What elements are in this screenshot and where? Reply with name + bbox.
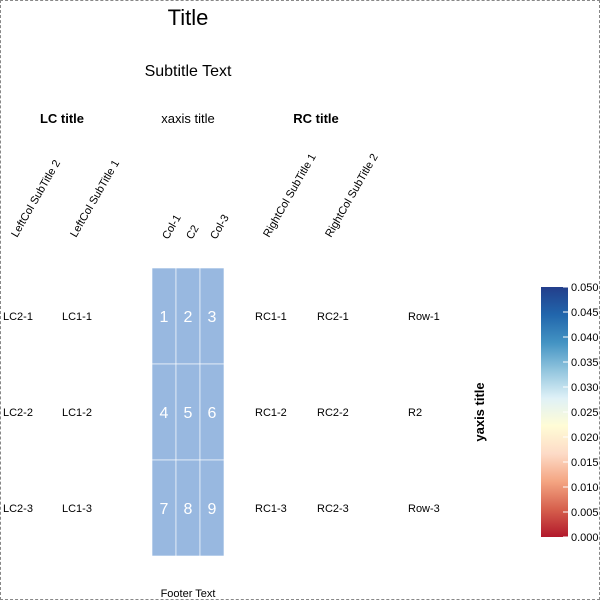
right-annotation-value: RC2-2 (317, 407, 349, 419)
column-label: Col-1 (160, 213, 184, 242)
colorbar-tick-label: 0.035 (571, 357, 599, 369)
cell-value-label: 2 (184, 309, 193, 326)
left-subtitle: LeftCol SubTitle 1 (68, 158, 122, 239)
column-label: C2 (184, 223, 201, 241)
heatmap-cell (199, 267, 225, 365)
left-annotation-title: LC title (40, 111, 84, 126)
chart-title: Title (168, 5, 209, 30)
y-axis-title: yaxis title (472, 382, 487, 441)
row-label: R2 (408, 407, 422, 419)
colorbar-tick-label: 0.020 (571, 432, 599, 444)
colorbar-tick-label: 0.025 (571, 407, 599, 419)
heatmap-cell (151, 459, 177, 557)
colorbar-tick-label: 0.050 (571, 282, 599, 294)
column-label: Col-3 (208, 213, 232, 242)
chart-subtitle: Subtitle Text (145, 63, 232, 80)
colorbar-tick-label: 0.015 (571, 457, 599, 469)
cell-value-label: 9 (208, 501, 217, 518)
right-annotation-value: RC2-3 (317, 503, 349, 515)
cell-value-label: 6 (208, 405, 217, 422)
footer-text: Footer Text (161, 588, 216, 600)
right-annotation-value: RC2-1 (317, 311, 349, 323)
left-annotation-value: LC1-1 (62, 311, 92, 323)
right-annotation-title: RC title (293, 111, 339, 126)
left-subtitle: LeftCol SubTitle 2 (9, 158, 63, 239)
row-label: Row-1 (408, 311, 440, 323)
colorbar-tick-label: 0.000 (571, 532, 599, 544)
row-label: Row-3 (408, 503, 440, 515)
right-annotation-value: RC1-2 (255, 407, 287, 419)
right-subtitle: RightCol SubTitle 1 (261, 152, 319, 240)
cell-value-label: 3 (208, 309, 217, 326)
cell-value-label: 7 (160, 501, 169, 518)
x-axis-title: xaxis title (161, 111, 214, 126)
left-annotation-value: LC2-1 (3, 311, 33, 323)
colorbar-tick-label: 0.005 (571, 507, 599, 519)
cell-value-label: 1 (160, 309, 169, 326)
right-annotation-value: RC1-1 (255, 311, 287, 323)
left-annotation-value: LC2-3 (3, 503, 33, 515)
left-annotation-value: LC2-2 (3, 407, 33, 419)
colorbar-tick-label: 0.045 (571, 307, 599, 319)
heatmap-cell (151, 363, 177, 461)
left-annotation-value: LC1-2 (62, 407, 92, 419)
right-subtitle: RightCol SubTitle 2 (323, 152, 381, 240)
heatmap-cell (199, 459, 225, 557)
heatmap-cell (199, 363, 225, 461)
right-annotation-value: RC1-3 (255, 503, 287, 515)
cell-value-label: 5 (184, 405, 193, 422)
cell-value-label: 8 (184, 501, 193, 518)
heatmap-cell (175, 459, 201, 557)
colorbar-tick-label: 0.040 (571, 332, 599, 344)
colorbar-tick-label: 0.010 (571, 482, 599, 494)
heatmap-cell (175, 267, 201, 365)
cell-value-label: 4 (160, 405, 169, 422)
colorbar-tick-label: 0.030 (571, 382, 599, 394)
left-annotation-value: LC1-3 (62, 503, 92, 515)
